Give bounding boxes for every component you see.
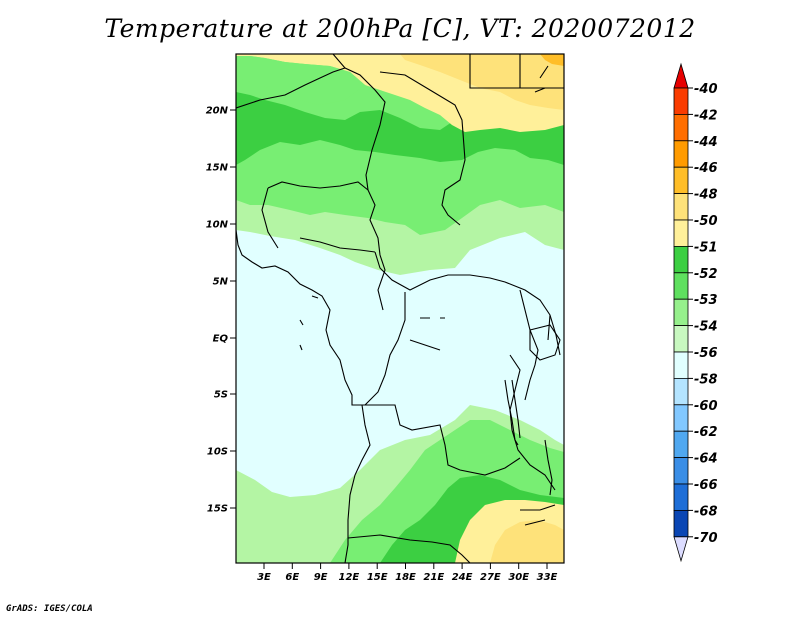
colorbar-label: -48 xyxy=(694,188,718,203)
lon-label: 12E xyxy=(339,572,360,583)
colorbar-label: -66 xyxy=(694,478,718,493)
lon-label: 3E xyxy=(257,572,271,583)
colorbar-label: -52 xyxy=(694,267,718,282)
colorbar-bottom-arrow xyxy=(673,536,689,563)
lon-label: 33E xyxy=(537,572,558,583)
colorbar-swatch xyxy=(673,457,689,485)
colorbar-label: -64 xyxy=(694,452,718,467)
lon-label: 18E xyxy=(395,572,416,583)
border-car xyxy=(374,251,551,341)
border-congo xyxy=(364,292,556,491)
lon-label: 9E xyxy=(314,572,328,583)
colorbar-label: -68 xyxy=(694,504,718,519)
colorbar-swatch xyxy=(673,377,689,406)
colorbar-label: -70 xyxy=(694,531,718,546)
colorbar-label: -53 xyxy=(694,293,718,308)
colorbar-swatch xyxy=(673,87,689,115)
credit-text: GrADS: IGES/COLA xyxy=(6,604,93,614)
boundaries xyxy=(236,54,564,563)
colorbar-swatch xyxy=(673,245,689,274)
lat-label: 5S xyxy=(214,390,228,401)
colorbar-label: -42 xyxy=(694,108,718,123)
field-region-46-patch xyxy=(540,54,564,66)
lon-label: 21E xyxy=(423,572,444,583)
lake-victoria xyxy=(529,324,561,361)
colorbar-swatch xyxy=(673,404,689,432)
field-region-48-south xyxy=(490,520,564,563)
lake-tanganyika xyxy=(504,379,521,446)
colorbar-swatch xyxy=(673,219,689,247)
field-region-52-belt xyxy=(236,56,365,105)
colorbar-swatch xyxy=(673,351,689,379)
colorbar-label: -54 xyxy=(694,320,718,335)
latitude-axis: 20N 15N 10N 5N EQ 5S 10S 15S xyxy=(206,106,236,515)
lat-label: 20N xyxy=(206,106,229,117)
border-east xyxy=(519,289,561,526)
colorbar-top-arrow xyxy=(673,62,689,89)
islands xyxy=(299,295,445,351)
colorbar-swatch xyxy=(673,325,689,353)
colorbar-label: -44 xyxy=(694,135,718,150)
lat-label: EQ xyxy=(213,334,229,345)
colorbar-label: -60 xyxy=(694,399,718,414)
lat-label: 5N xyxy=(213,277,229,288)
lat-label: 10S xyxy=(207,447,228,458)
border-south xyxy=(347,404,521,563)
colorbar-swatch xyxy=(673,114,689,142)
colorbar: -40 -42 -44 -46 -48 -50 -51 -52 -53 -54 -56 -58 -60 -… xyxy=(673,62,718,563)
temperature-field xyxy=(236,54,564,563)
colorbar-swatch xyxy=(673,272,689,300)
coastline xyxy=(236,229,371,563)
colorbar-label: -56 xyxy=(694,346,718,361)
colorbar-swatch xyxy=(673,193,689,221)
map-title: Temperature at 200hPa [C], VT: 202007201… xyxy=(104,14,696,43)
lon-label: 27E xyxy=(480,572,501,583)
lon-label: 30E xyxy=(508,572,529,583)
map-frame xyxy=(235,53,565,564)
lat-label: 15S xyxy=(207,504,228,515)
colorbar-swatch xyxy=(673,430,689,459)
lon-label: 6E xyxy=(285,572,299,583)
border-nile xyxy=(469,54,564,93)
lat-label: 10N xyxy=(206,220,229,231)
border-central xyxy=(261,181,376,253)
colorbar-swatch xyxy=(673,483,689,511)
colorbar-label: -46 xyxy=(694,161,718,176)
colorbar-swatch xyxy=(673,166,689,194)
colorbar-swatch xyxy=(673,140,689,168)
lat-label: 15N xyxy=(206,163,229,174)
lon-label: 15E xyxy=(367,572,388,583)
colorbar-label: -40 xyxy=(694,82,718,97)
longitude-axis: 3E 6E 9E 12E 15E 18E 21E 24E 27E 30E 33E xyxy=(257,563,558,583)
border-north xyxy=(332,54,466,226)
colorbar-label: -58 xyxy=(694,372,718,387)
border-west xyxy=(236,67,386,311)
colorbar-label: -62 xyxy=(694,425,718,440)
colorbar-label: -51 xyxy=(694,240,718,255)
colorbar-swatch xyxy=(673,509,689,538)
colorbar-label: -50 xyxy=(694,214,718,229)
field-region-48-northeast xyxy=(400,54,564,110)
lake-malawi xyxy=(544,439,553,496)
lon-label: 24E xyxy=(452,572,473,583)
colorbar-swatch xyxy=(673,298,689,327)
